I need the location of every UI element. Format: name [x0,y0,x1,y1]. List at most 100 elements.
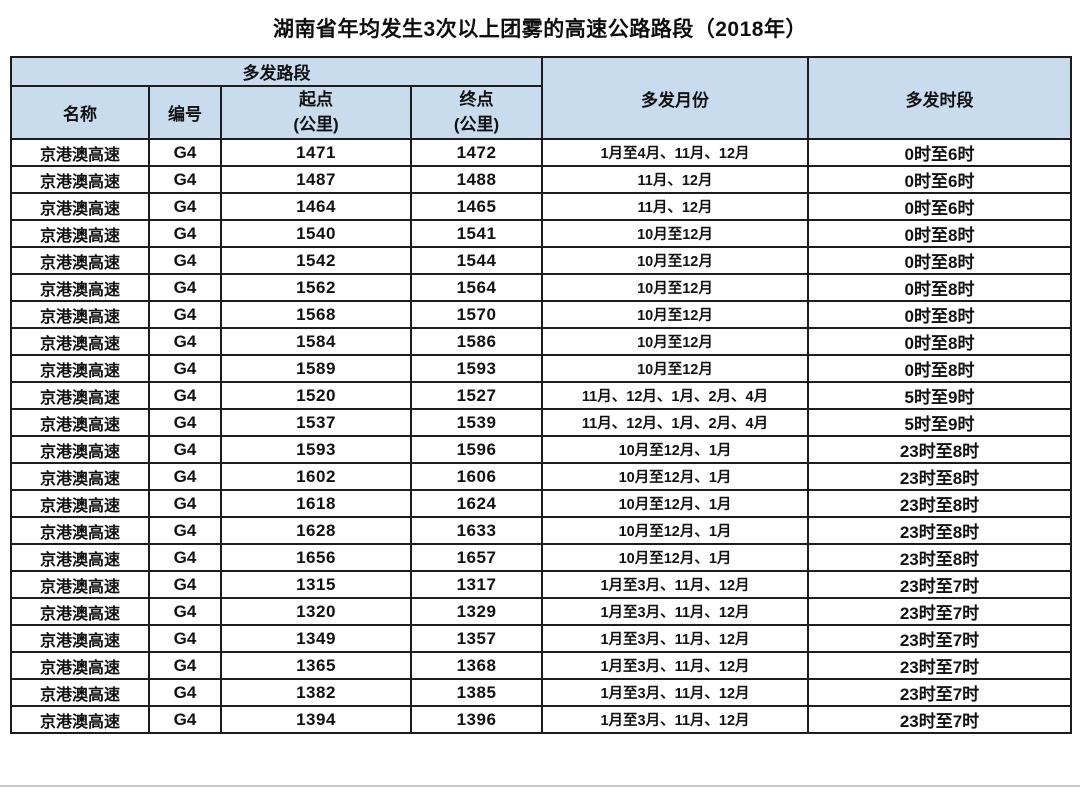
cell-period: 23时至7时 [807,570,1072,599]
cell-months: 10月至12月 [541,300,809,329]
cell-start-km: 1315 [220,570,412,599]
cell-period: 23时至7时 [807,651,1072,680]
cell-road-name: 京港澳高速 [10,597,150,626]
cell-road-name: 京港澳高速 [10,678,150,707]
table-row: 京港澳高速 G4 1584 1586 10月至12月 0时至8时 [10,327,1072,356]
cell-road-code: G4 [148,219,222,248]
header-row-columns: 名称 编号 起点 (公里) 终点 (公里) [10,85,1071,140]
cell-months: 1月至3月、11月、12月 [541,570,809,599]
cell-period: 0时至8时 [807,273,1072,302]
cell-end-km: 1317 [410,570,543,599]
cell-months: 11月、12月、1月、2月、4月 [541,381,809,410]
cell-road-code: G4 [148,705,222,734]
cell-road-name: 京港澳高速 [10,273,150,302]
cell-start-km: 1487 [220,165,412,194]
cell-road-name: 京港澳高速 [10,408,150,437]
table-row: 京港澳高速 G4 1349 1357 1月至3月、11月、12月 23时至7时 [10,624,1072,653]
cell-end-km: 1539 [410,408,543,437]
cell-end-km: 1465 [410,192,543,221]
cell-road-name: 京港澳高速 [10,138,150,167]
table-row: 京港澳高速 G4 1656 1657 10月至12月、1月 23时至8时 [10,543,1072,572]
cell-months: 1月至3月、11月、12月 [541,705,809,734]
cell-road-code: G4 [148,597,222,626]
cell-end-km: 1606 [410,462,543,491]
table-row: 京港澳高速 G4 1562 1564 10月至12月 0时至8时 [10,273,1072,302]
cell-road-name: 京港澳高速 [10,354,150,383]
cell-months: 11月、12月 [541,165,809,194]
cell-months: 1月至3月、11月、12月 [541,651,809,680]
cell-months: 1月至3月、11月、12月 [541,597,809,626]
table-row: 京港澳高速 G4 1315 1317 1月至3月、11月、12月 23时至7时 [10,570,1072,599]
cell-road-name: 京港澳高速 [10,462,150,491]
cell-period: 0时至8时 [807,300,1072,329]
cell-road-name: 京港澳高速 [10,624,150,653]
cell-start-km: 1562 [220,273,412,302]
table-row: 京港澳高速 G4 1365 1368 1月至3月、11月、12月 23时至7时 [10,651,1072,680]
page-title: 湖南省年均发生3次以上团雾的高速公路路段（2018年） [273,18,807,41]
cell-end-km: 1472 [410,138,543,167]
cell-start-km: 1618 [220,489,412,518]
cell-period: 0时至8时 [807,327,1072,356]
bottom-divider [0,785,1080,787]
cell-months: 11月、12月、1月、2月、4月 [541,408,809,437]
cell-road-code: G4 [148,246,222,275]
cell-road-code: G4 [148,435,222,464]
cell-start-km: 1656 [220,543,412,572]
cell-road-code: G4 [148,489,222,518]
cell-end-km: 1570 [410,300,543,329]
cell-road-code: G4 [148,678,222,707]
cell-period: 0时至8时 [807,219,1072,248]
cell-road-code: G4 [148,273,222,302]
cell-end-km: 1385 [410,678,543,707]
cell-end-km: 1527 [410,381,543,410]
cell-road-name: 京港澳高速 [10,516,150,545]
table-row: 京港澳高速 G4 1589 1593 10月至12月 0时至8时 [10,354,1072,383]
cell-period: 0时至6时 [807,192,1072,221]
table-header: 多发路段 多发月份 多发时段 名称 编号 起点 (公里) 终点 (公里) [10,56,1072,140]
cell-road-name: 京港澳高速 [10,705,150,734]
cell-road-name: 京港澳高速 [10,435,150,464]
cell-road-code: G4 [148,165,222,194]
cell-start-km: 1365 [220,651,412,680]
cell-period: 23时至7时 [807,705,1072,734]
cell-start-km: 1471 [220,138,412,167]
cell-road-code: G4 [148,624,222,653]
cell-start-km: 1568 [220,300,412,329]
cell-start-km: 1349 [220,624,412,653]
cell-end-km: 1488 [410,165,543,194]
table-row: 京港澳高速 G4 1487 1488 11月、12月 0时至6时 [10,165,1072,194]
cell-months: 10月至12月 [541,354,809,383]
header-end-km: 终点 (公里) [410,85,543,140]
table-row: 京港澳高速 G4 1464 1465 11月、12月 0时至6时 [10,192,1072,221]
table-row: 京港澳高速 G4 1320 1329 1月至3月、11月、12月 23时至7时 [10,597,1072,626]
cell-period: 23时至8时 [807,435,1072,464]
cell-months: 11月、12月 [541,192,809,221]
cell-months: 10月至12月 [541,327,809,356]
table-body: 京港澳高速 G4 1471 1472 1月至4月、11月、12月 0时至6时 京… [10,138,1072,734]
table-row: 京港澳高速 G4 1628 1633 10月至12月、1月 23时至8时 [10,516,1072,545]
header-row-group: 多发路段 多发月份 多发时段 [10,56,1072,140]
cell-period: 23时至7时 [807,624,1072,653]
cell-end-km: 1633 [410,516,543,545]
table-row: 京港澳高速 G4 1537 1539 11月、12月、1月、2月、4月 5时至9… [10,408,1072,437]
cell-road-code: G4 [148,327,222,356]
cell-start-km: 1382 [220,678,412,707]
cell-end-km: 1368 [410,651,543,680]
cell-period: 23时至7时 [807,597,1072,626]
cell-road-name: 京港澳高速 [10,543,150,572]
table-row: 京港澳高速 G4 1471 1472 1月至4月、11月、12月 0时至6时 [10,138,1072,167]
cell-period: 0时至6时 [807,138,1072,167]
cell-start-km: 1593 [220,435,412,464]
cell-period: 0时至8时 [807,246,1072,275]
cell-period: 0时至6时 [807,165,1072,194]
cell-months: 1月至4月、11月、12月 [541,138,809,167]
table-row: 京港澳高速 G4 1520 1527 11月、12月、1月、2月、4月 5时至9… [10,381,1072,410]
cell-months: 10月至12月、1月 [541,462,809,491]
table-row: 京港澳高速 G4 1542 1544 10月至12月 0时至8时 [10,246,1072,275]
cell-period: 23时至8时 [807,516,1072,545]
cell-start-km: 1628 [220,516,412,545]
cell-road-name: 京港澳高速 [10,246,150,275]
cell-end-km: 1544 [410,246,543,275]
cell-road-code: G4 [148,651,222,680]
